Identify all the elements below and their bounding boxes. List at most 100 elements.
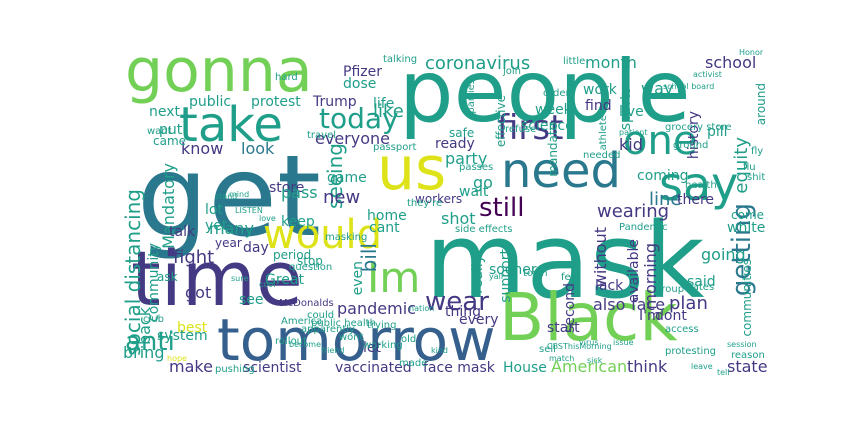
- word-let: let: [363, 340, 381, 356]
- word-communities: communities: [740, 259, 754, 337]
- word-coronavirus: coronavirus: [425, 53, 531, 74]
- word-little: little: [563, 56, 586, 67]
- word-school-board: school board: [663, 82, 715, 91]
- word-rollout: rollout: [275, 336, 307, 347]
- word-lack: lack: [595, 278, 624, 294]
- word-face-mask: face mask: [423, 360, 495, 376]
- word-first: first: [497, 108, 564, 148]
- word-mask: mask: [425, 200, 705, 322]
- word-lot: lot: [205, 202, 223, 218]
- word-keep: keep: [281, 214, 315, 230]
- word-sell: sell: [539, 344, 556, 355]
- word-put: put: [159, 122, 183, 138]
- word-going: going: [701, 245, 746, 264]
- word-im: Im: [367, 253, 421, 302]
- word-reason: reason: [731, 350, 765, 361]
- word-got: got: [185, 283, 212, 302]
- word-friend: friend: [321, 346, 345, 355]
- word-thing: thing: [445, 304, 482, 320]
- word-they-re: they're: [407, 198, 443, 209]
- word-new: new: [323, 187, 361, 208]
- word-match: match: [549, 354, 575, 363]
- word-morning: morning: [641, 243, 660, 310]
- word-go: go: [473, 173, 493, 192]
- word-question: question: [289, 262, 333, 273]
- word-week: week: [535, 102, 572, 118]
- word-system: system: [157, 328, 208, 344]
- word-shot: shot: [441, 209, 476, 228]
- word-workers: workers: [415, 192, 463, 206]
- word-need: need: [501, 143, 621, 199]
- word-black: Black: [499, 279, 678, 356]
- word-yet: yet: [205, 218, 228, 234]
- word-anti: anti: [125, 327, 175, 357]
- word-ask: ask: [157, 270, 178, 284]
- word-dont: dont: [655, 308, 687, 324]
- word-made: made: [399, 358, 428, 369]
- word-gonna: gonna: [125, 43, 313, 106]
- word-refuse: refuse: [505, 124, 537, 135]
- word-mandate: mandate: [546, 123, 560, 177]
- word-available: available: [626, 239, 642, 303]
- word-cloud: get mask people time Black tomorrow gonna us nee…: [119, 43, 775, 376]
- word-public-health: public health: [311, 318, 376, 329]
- word-pushing: pushing: [215, 364, 255, 375]
- word-wearing: wearing: [597, 201, 670, 222]
- word-mcdonalds: McDonalds: [279, 298, 334, 309]
- word-pandemic: Pandemic: [619, 222, 668, 233]
- word-kid: kid: [619, 135, 643, 154]
- word-ready: ready: [435, 136, 475, 152]
- word-yall: yall: [489, 272, 504, 281]
- word-next: next: [149, 104, 181, 120]
- word-store: store: [269, 180, 305, 196]
- word-honor: Honor: [739, 48, 764, 57]
- word-came: came: [153, 134, 187, 148]
- word-mind: mind: [229, 190, 250, 199]
- word-grocery-store: grocery store: [665, 122, 732, 133]
- word-kind: kind: [431, 346, 449, 355]
- word-tell: tell: [717, 368, 730, 377]
- word-many: many: [209, 219, 254, 238]
- word-protest: protest: [251, 94, 301, 110]
- word-order: order: [543, 88, 570, 99]
- word-health: health: [685, 180, 717, 191]
- word-cant: cant: [369, 220, 400, 236]
- word-ground: ground: [673, 140, 709, 151]
- word-athlete: athlete: [598, 115, 609, 151]
- word-home: home: [367, 208, 407, 224]
- word-apparently: apparently: [301, 324, 355, 335]
- word-scientist: scientist: [243, 360, 302, 376]
- word-town: town: [523, 268, 548, 279]
- word-old: old: [401, 334, 417, 345]
- word-even: even: [350, 261, 366, 296]
- word-fly: fly: [751, 146, 764, 157]
- word-every: every: [459, 312, 499, 328]
- word-group: group: [655, 284, 685, 295]
- word-needed: needed: [583, 150, 621, 161]
- word-best: best: [177, 320, 208, 336]
- word-listen: LISTEN: [235, 206, 263, 215]
- word-stand: stand: [215, 192, 238, 201]
- word-life: life: [373, 96, 395, 112]
- word-get: get: [137, 132, 321, 262]
- word-virus: virus: [579, 338, 599, 347]
- word-become: become: [289, 340, 322, 349]
- word-sick: sick: [587, 356, 603, 365]
- word-fight: fight: [173, 247, 215, 268]
- word-issue: issue: [613, 338, 634, 347]
- word-state: state: [727, 357, 768, 376]
- word-session: session: [727, 340, 757, 349]
- word-hope: hope: [167, 354, 187, 363]
- word-period: period: [273, 248, 312, 262]
- word-trump: Trump: [313, 94, 357, 110]
- word-still: still: [479, 193, 525, 223]
- word-masking: masking: [325, 232, 368, 243]
- word-cool: cool: [259, 280, 276, 289]
- word-us: us: [377, 134, 447, 204]
- word-hard: hard: [275, 72, 298, 83]
- word-could: could: [307, 310, 335, 321]
- word-say: say: [659, 157, 739, 211]
- word-join: join: [503, 66, 522, 77]
- word-look: look: [241, 139, 275, 158]
- word-line: line: [649, 189, 682, 210]
